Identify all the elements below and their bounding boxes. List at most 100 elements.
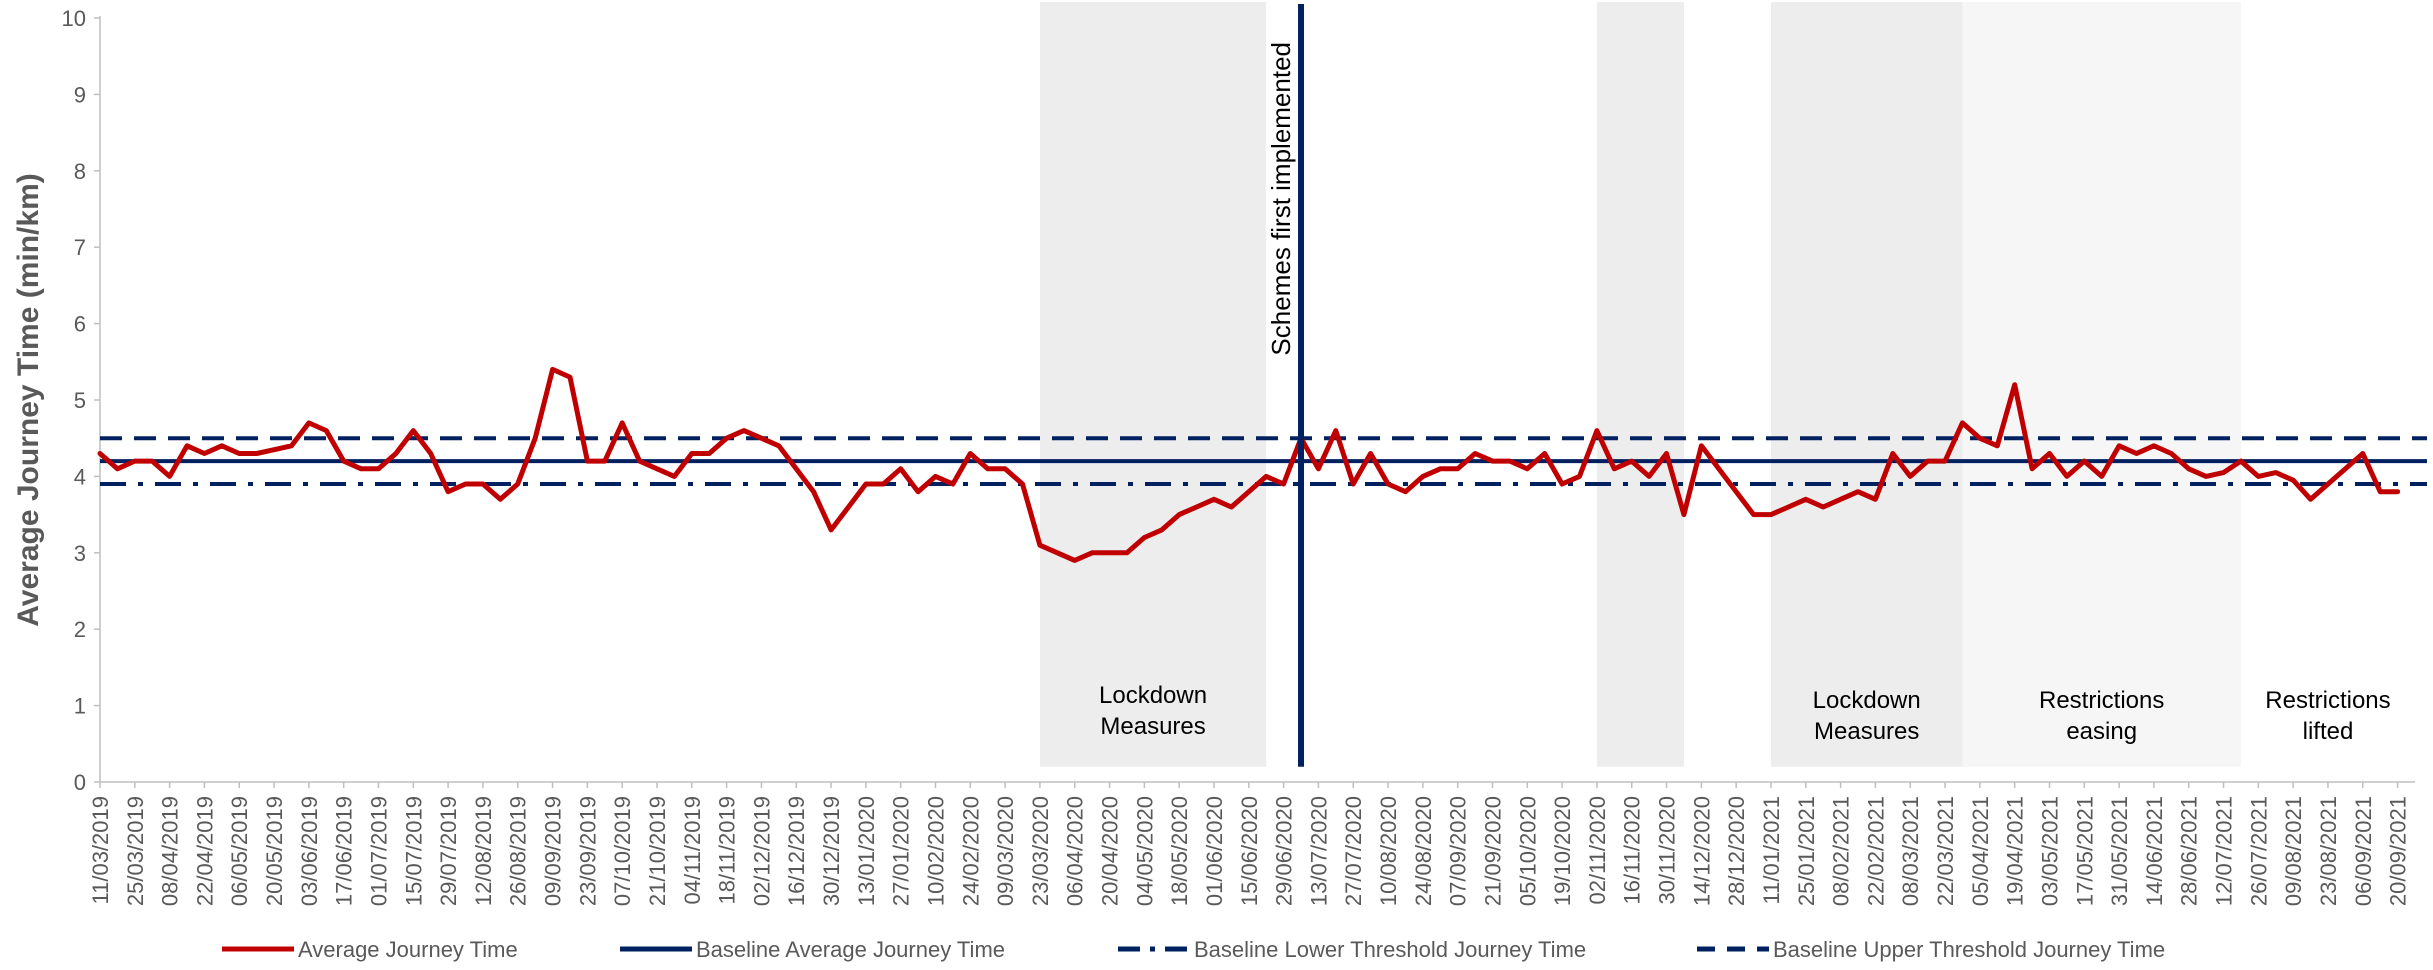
x-tick-label: 30/12/2019 [819, 796, 844, 906]
y-tick-label: 10 [62, 6, 86, 31]
region-label: Restrictions [2039, 687, 2164, 714]
y-tick-label: 4 [74, 464, 86, 489]
legend-label: Baseline Average Journey Time [696, 937, 1005, 962]
shaded-region [1039, 2, 1267, 767]
x-tick-label: 08/03/2021 [1898, 796, 1923, 906]
region-label: Lockdown [1813, 687, 1921, 714]
region-label: lifted [2303, 718, 2354, 745]
x-tick-label: 19/04/2021 [2003, 796, 2028, 906]
x-tick-label: 02/12/2019 [749, 796, 774, 906]
shaded-regions [1039, 2, 2241, 767]
x-tick-label: 13/07/2020 [1306, 796, 1331, 906]
x-tick-label: 07/09/2020 [1446, 796, 1471, 906]
y-tick-label: 9 [74, 82, 86, 107]
x-tick-label: 31/05/2021 [2107, 796, 2132, 906]
x-tick-label: 30/11/2020 [1655, 796, 1680, 904]
y-axis-title: Average Journey Time (min/km) [12, 173, 45, 627]
x-tick-label: 01/06/2020 [1202, 796, 1227, 906]
shaded-region [1770, 2, 1963, 767]
x-tick-label: 04/11/2019 [680, 796, 705, 904]
region-label: Lockdown [1099, 682, 1207, 709]
x-tick-label: 20/05/2019 [262, 796, 287, 906]
x-tick-label: 14/12/2020 [1689, 796, 1714, 906]
legend: Average Journey Time Baseline Average Jou… [222, 937, 2165, 962]
x-tick-label: 11/01/2021 [1759, 796, 1784, 904]
x-tick-label: 07/10/2019 [610, 796, 635, 906]
x-tick-label: 22/03/2021 [1933, 796, 1958, 906]
y-tick-label: 6 [74, 312, 86, 337]
x-tick-label: 05/04/2021 [1968, 796, 1993, 906]
x-tick-label: 16/12/2019 [784, 796, 809, 906]
x-tick-label: 21/09/2020 [1480, 796, 1505, 906]
y-tick-label: 0 [74, 770, 86, 795]
x-tick-label: 03/05/2021 [2037, 796, 2062, 906]
x-tick-label: 05/10/2020 [1515, 796, 1540, 906]
x-tick-label: 29/06/2020 [1272, 796, 1297, 906]
x-tick-label: 26/08/2019 [506, 796, 531, 906]
data-series [97, 366, 2401, 563]
region-label: Restrictions [2265, 687, 2390, 714]
x-tick-label: 21/10/2019 [645, 796, 670, 906]
x-tick-label: 20/09/2021 [2386, 796, 2411, 906]
x-tick-label: 17/06/2019 [332, 796, 357, 906]
x-tick-label: 06/04/2020 [1063, 796, 1088, 906]
x-tick-label: 04/05/2020 [1132, 796, 1157, 906]
x-tick-label: 28/12/2020 [1724, 796, 1749, 906]
x-tick-label: 22/02/2021 [1863, 796, 1888, 906]
y-tick-label: 3 [74, 541, 86, 566]
x-tick-label: 14/06/2021 [2142, 796, 2167, 906]
x-tick-label: 27/07/2020 [1341, 796, 1366, 906]
x-tick-label: 06/05/2019 [227, 796, 252, 906]
x-tick-label: 11/03/2019 [88, 796, 113, 904]
x-tick-label: 20/04/2020 [1098, 796, 1123, 906]
region-labels: Lockdown Measures Lockdown Measures Restrict… [1099, 682, 2391, 745]
shaded-region [1596, 2, 1684, 767]
x-tick-label: 26/07/2021 [2246, 796, 2271, 906]
x-tick-label: 17/05/2021 [2072, 796, 2097, 906]
region-label: easing [2066, 718, 2137, 745]
scheme-marker-label: Schemes first implemented [1266, 42, 1296, 356]
x-tick-label: 12/08/2019 [471, 796, 496, 906]
x-tick-label: 15/06/2020 [1237, 796, 1262, 906]
x-tick-label: 10/08/2020 [1376, 796, 1401, 906]
x-tick-label: 15/07/2019 [401, 796, 426, 906]
x-tick-label: 10/02/2020 [923, 796, 948, 906]
x-tick-label: 02/11/2020 [1585, 796, 1610, 904]
x-tick-label: 01/07/2019 [366, 796, 391, 906]
x-tick-label: 09/08/2021 [2281, 796, 2306, 906]
shaded-region [1962, 2, 2241, 767]
x-tick-label: 18/05/2020 [1167, 796, 1192, 906]
x-tick-label: 09/09/2019 [541, 796, 566, 906]
region-label: Measures [1814, 718, 1919, 745]
x-tick-label: 24/08/2020 [1411, 796, 1436, 906]
x-tick-label: 08/04/2019 [158, 796, 183, 906]
y-tick-label: 7 [74, 235, 86, 260]
x-tick-label: 03/06/2019 [297, 796, 322, 906]
vertical-marker: Schemes first implemented [1266, 4, 1305, 767]
x-tick-label: 16/11/2020 [1620, 796, 1645, 904]
x-tick-label: 23/03/2020 [1028, 796, 1053, 906]
x-tick-label: 13/01/2020 [854, 796, 879, 906]
y-tick-label: 8 [74, 159, 86, 184]
x-tick-label: 23/09/2019 [575, 796, 600, 906]
x-tick-label: 24/02/2020 [958, 796, 983, 906]
x-tick-label: 25/01/2021 [1794, 796, 1819, 906]
x-tick-label: 27/01/2020 [889, 796, 914, 906]
x-tick-label: 25/03/2019 [123, 796, 148, 906]
x-tick-label: 18/11/2019 [715, 796, 740, 904]
x-tick-label: 23/08/2021 [2316, 796, 2341, 906]
legend-label: Baseline Lower Threshold Journey Time [1194, 937, 1586, 962]
x-tick-label: 22/04/2019 [192, 796, 217, 906]
y-tick-label: 2 [74, 617, 86, 642]
legend-label: Baseline Upper Threshold Journey Time [1773, 937, 2165, 962]
x-tick-label: 06/09/2021 [2351, 796, 2376, 906]
x-tick-label: 19/10/2020 [1550, 796, 1575, 906]
x-tick-label: 28/06/2021 [2177, 796, 2202, 906]
x-tick-label: 12/07/2021 [2212, 796, 2237, 906]
x-tick-label: 08/02/2021 [1829, 796, 1854, 906]
legend-label: Average Journey Time [298, 937, 518, 962]
region-label: Measures [1100, 713, 1205, 740]
x-tick-label: 29/07/2019 [436, 796, 461, 906]
axes: 0 1 2 3 4 5 6 7 8 9 10 Average Journey Time (min/km… [12, 6, 2415, 906]
